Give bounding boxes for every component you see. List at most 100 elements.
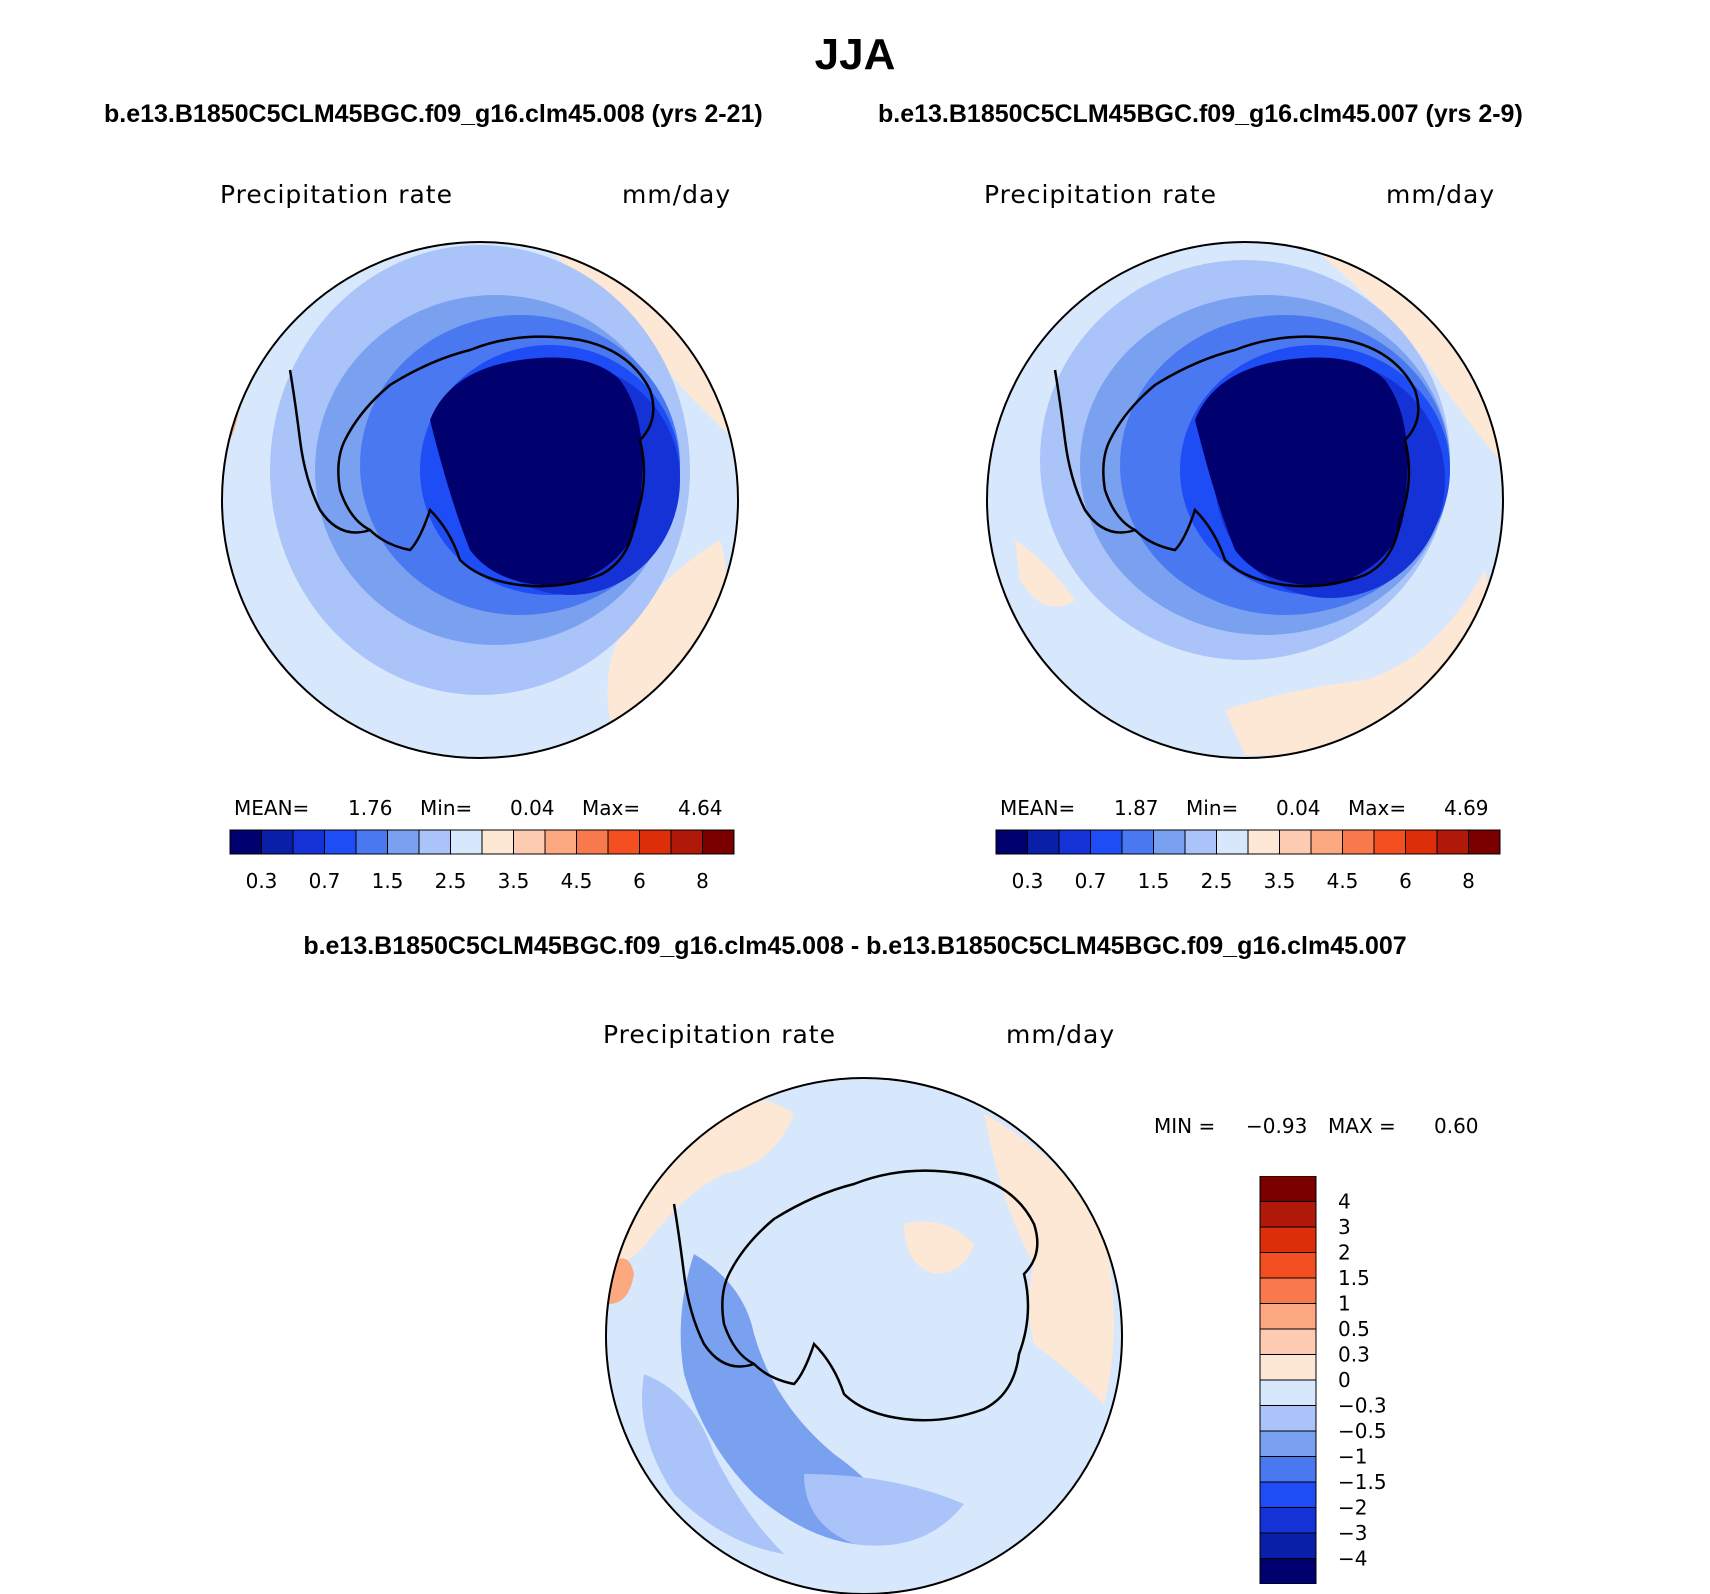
colorbar-tick-label: −4: [1338, 1547, 1367, 1571]
panel-1-min-label: Min=: [420, 796, 473, 820]
panel-2-colorbar: 0.3 0.7 1.5 2.5 3.5 4.5 6 8: [995, 829, 1501, 893]
colorbar-tick-label: 6: [633, 869, 646, 893]
colorbar-box: [1259, 1328, 1317, 1355]
colorbar-labels: 0.3 0.7 1.5 2.5 3.5 4.5 6 8: [246, 869, 709, 893]
map-border: [221, 241, 739, 759]
panel-1-mean-label: MEAN=: [234, 796, 310, 820]
high-precip-region-se: [607, 540, 726, 720]
colorbar-tick-label: 0.3: [1338, 1343, 1370, 1367]
antarctica-coastline: [337, 335, 655, 588]
colorbar-box: [1259, 1532, 1317, 1559]
colorbar-boxes: [995, 829, 1501, 855]
difference-map: [605, 1077, 1123, 1594]
negative-anomaly-s: [804, 1474, 964, 1546]
colorbar-box: [607, 829, 640, 855]
colorbar-box: [1259, 1481, 1317, 1508]
colorbar-box: [355, 829, 388, 855]
negative-anomaly-sw: [680, 1254, 896, 1546]
colorbar-tick-label: 1: [1338, 1292, 1351, 1316]
colorbar-tick-label: 6: [1399, 869, 1412, 893]
colorbar-box: [1259, 1558, 1317, 1584]
colorbar-tick-label: 3.5: [498, 869, 530, 893]
colorbar-box: [1184, 829, 1217, 855]
panel-2-min-value: 0.04: [1276, 796, 1321, 820]
panel-1-variable-label: Precipitation rate: [220, 180, 453, 209]
colorbar-tick-label: 4: [1338, 1190, 1351, 1214]
panel-2-case-title: b.e13.B1850C5CLM45BGC.f09_g16.clm45.007 …: [878, 100, 1523, 128]
colorbar-tick-label: 8: [1462, 869, 1475, 893]
panel-1-colorbar: 0.3 0.7 1.5 2.5 3.5 4.5 6 8: [229, 829, 735, 893]
colorbar-box: [1310, 829, 1343, 855]
difference-max-value: 0.60: [1434, 1114, 1479, 1138]
colorbar-box: [1373, 829, 1406, 855]
colorbar-box: [324, 829, 357, 855]
colorbar-box: [1342, 829, 1375, 855]
colorbar-tick-label: 1.5: [372, 869, 404, 893]
high-precip-region-ne: [550, 250, 736, 440]
colorbar-box: [418, 829, 451, 855]
colorbar-tick-label: −2: [1338, 1496, 1367, 1520]
colorbar-tick-label: 2.5: [1201, 869, 1233, 893]
colorbar-tick-label: 0.7: [1075, 869, 1107, 893]
negative-anomaly-sw-outer: [642, 1374, 784, 1554]
panel-2-mean-value: 1.87: [1114, 796, 1159, 820]
antarctic-peninsula-coastline: [288, 369, 371, 534]
panel-1-mean-value: 1.76: [348, 796, 393, 820]
map-border: [986, 241, 1504, 759]
panel-2-variable-label: Precipitation rate: [984, 180, 1217, 209]
high-precip-region-sw: [1015, 540, 1075, 607]
colorbar-box: [1259, 1354, 1317, 1381]
colorbar-box: [544, 829, 577, 855]
panel-1-max-label: Max=: [582, 796, 641, 820]
colorbar-boxes: [1259, 1176, 1317, 1584]
positive-anomaly-ne: [984, 1114, 1114, 1404]
colorbar-box: [576, 829, 609, 855]
colorbar-box: [1259, 1379, 1317, 1406]
panel-1-min-value: 0.04: [510, 796, 555, 820]
colorbar-tick-label: −1: [1338, 1445, 1367, 1469]
colorbar-tick-label: −3: [1338, 1521, 1367, 1545]
antarctic-peninsula-coastline: [672, 1203, 755, 1368]
colorbar-box: [995, 829, 1028, 855]
colorbar-tick-label: 0: [1338, 1368, 1351, 1392]
panel-2-max-label: Max=: [1348, 796, 1407, 820]
colorbar-tick-label: 0.3: [246, 869, 278, 893]
colorbar-box: [639, 829, 672, 855]
colorbar-box: [1259, 1456, 1317, 1483]
colorbar-tick-label: 4.5: [1327, 869, 1359, 893]
colorbar-tick-label: 2.5: [435, 869, 467, 893]
colorbar-box: [1436, 829, 1469, 855]
difference-title: b.e13.B1850C5CLM45BGC.f09_g16.clm45.008 …: [303, 932, 1407, 960]
difference-units-label: mm/day: [1006, 1020, 1116, 1049]
colorbar-box: [229, 829, 262, 855]
colorbar-box: [1468, 829, 1501, 855]
colorbar-box: [1058, 829, 1091, 855]
colorbar-tick-label: 8: [696, 869, 709, 893]
colorbar-box: [481, 829, 514, 855]
map-border: [605, 1077, 1123, 1594]
colorbar-tick-label: 3.5: [1264, 869, 1296, 893]
colorbar-box: [1259, 1277, 1317, 1304]
colorbar-tick-label: 3: [1338, 1215, 1351, 1239]
antarctica-coastline: [721, 1169, 1039, 1422]
colorbar-box: [292, 829, 325, 855]
colorbar-tick-label: 1.5: [1138, 869, 1170, 893]
panel-2-units-label: mm/day: [1386, 180, 1496, 209]
colorbar-tick-label: 4.5: [561, 869, 593, 893]
difference-min-value: −0.93: [1246, 1114, 1308, 1138]
colorbar-box: [1259, 1507, 1317, 1534]
panel-1-case-title: b.e13.B1850C5CLM45BGC.f09_g16.clm45.008 …: [104, 100, 763, 128]
colorbar-tick-label: −0.3: [1338, 1394, 1387, 1418]
colorbar-box: [1259, 1226, 1317, 1253]
colorbar-tick-label: 0.7: [309, 869, 341, 893]
colorbar-box: [1247, 829, 1280, 855]
panel-1-units-label: mm/day: [622, 180, 732, 209]
colorbar-box: [670, 829, 703, 855]
colorbar-box: [513, 829, 546, 855]
antarctica-coastline: [1102, 335, 1420, 588]
colorbar-box: [387, 829, 420, 855]
difference-min-label: MIN =: [1154, 1114, 1216, 1138]
colorbar-box: [1259, 1405, 1317, 1432]
panel-2-min-label: Min=: [1186, 796, 1239, 820]
difference-max-label: MAX =: [1328, 1114, 1396, 1138]
